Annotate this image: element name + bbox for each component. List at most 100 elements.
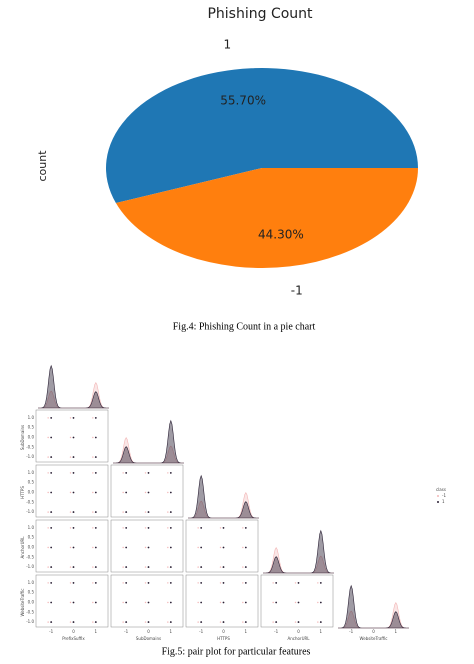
scatter-point <box>94 511 97 513</box>
scatter-point <box>169 511 172 513</box>
scatter-point <box>200 566 203 568</box>
scatter-point <box>169 527 172 529</box>
scatter-point <box>125 511 128 513</box>
scatter-point <box>294 621 297 623</box>
scatter-point <box>94 601 97 604</box>
scatter-point <box>47 527 49 529</box>
scatter-point <box>147 472 150 474</box>
scatter-point <box>167 566 169 568</box>
scatter-point <box>69 621 72 623</box>
x-tick-label: -1 <box>349 629 353 634</box>
scatter-point <box>125 491 128 494</box>
subplot-frame <box>35 574 109 628</box>
y-axis-label: SubDomains <box>20 425 25 450</box>
y-axis-label: AnchorURL <box>20 536 25 559</box>
scatter-point <box>244 621 247 623</box>
scatter-point <box>200 527 203 529</box>
scatter-point <box>69 511 72 513</box>
subplot-frame <box>35 409 109 463</box>
scatter-point <box>275 601 278 604</box>
scatter-point <box>167 582 169 584</box>
scatter-point <box>122 566 124 568</box>
scatter-point <box>122 582 124 584</box>
scatter-point <box>197 582 199 584</box>
x-tick-label: 0 <box>147 629 150 634</box>
scatter-point <box>147 601 150 604</box>
scatter-point <box>317 601 319 604</box>
legend-label: 1 <box>442 499 445 504</box>
scatter-point <box>72 621 75 623</box>
y-tick-label: -0.5 <box>26 554 34 559</box>
scatter-point <box>197 566 199 568</box>
x-tick-label: 0 <box>72 629 75 634</box>
x-tick-label: 1 <box>245 629 248 634</box>
scatter-point <box>169 621 172 623</box>
scatter-point <box>144 472 147 474</box>
scatter-point <box>197 527 199 529</box>
y-tick-label: 1.0 <box>28 470 35 475</box>
scatter-point <box>47 436 49 439</box>
scatter-point <box>169 472 172 474</box>
subplot-frame <box>185 574 259 628</box>
scatter-point <box>200 621 203 623</box>
scatter-point <box>72 527 75 529</box>
y-tick-label: 1.0 <box>28 580 35 585</box>
scatter-point <box>125 601 128 604</box>
scatter-point <box>47 511 49 513</box>
scatter-point <box>169 546 172 549</box>
scatter-point <box>72 456 75 458</box>
scatter-point <box>94 621 97 623</box>
y-tick-label: -1.0 <box>26 619 34 624</box>
scatter-point <box>69 436 72 439</box>
scatter-point <box>92 582 94 584</box>
scatter-point <box>94 472 97 474</box>
scatter-point <box>72 511 75 513</box>
scatter-point <box>69 582 72 584</box>
kde-curve <box>187 474 260 519</box>
scatter-point <box>319 582 322 584</box>
scatter-point <box>242 601 244 604</box>
scatter-point <box>50 582 53 584</box>
x-tick-label: 1 <box>170 629 173 634</box>
scatter-point <box>319 601 322 604</box>
scatter-point <box>167 546 169 549</box>
x-axis-label: WebsiteTraffic <box>360 636 388 641</box>
scatter-point <box>72 601 75 604</box>
wedge-label: 1 <box>223 37 231 51</box>
scatter-point <box>47 601 49 604</box>
scatter-point <box>125 582 128 584</box>
legend-label: -1 <box>442 493 446 498</box>
scatter-point <box>197 601 199 604</box>
scatter-point <box>297 582 300 584</box>
y-tick-label: -0.5 <box>26 499 34 504</box>
scatter-point <box>272 582 274 584</box>
scatter-point <box>272 621 274 623</box>
scatter-point <box>72 417 75 419</box>
scatter-point <box>147 511 150 513</box>
scatter-point <box>92 436 94 439</box>
scatter-point <box>167 621 169 623</box>
scatter-point <box>169 566 172 568</box>
pie-title: Phishing Count <box>207 6 313 22</box>
scatter-point <box>122 601 124 604</box>
subplot-frame <box>110 574 184 628</box>
x-axis-label: HTTPS <box>217 636 230 641</box>
x-tick-label: 1 <box>95 629 98 634</box>
scatter-point <box>94 491 97 494</box>
scatter-point <box>147 566 150 568</box>
scatter-point <box>275 582 278 584</box>
x-tick-label: 0 <box>222 629 225 634</box>
scatter-point <box>167 601 169 604</box>
scatter-point <box>47 566 49 568</box>
scatter-point <box>144 601 147 604</box>
scatter-point <box>169 582 172 584</box>
scatter-point <box>47 582 49 584</box>
scatter-point <box>92 456 94 458</box>
legend-swatch <box>437 501 439 503</box>
scatter-point <box>219 527 222 529</box>
y-tick-label: 0.5 <box>28 590 35 595</box>
scatter-point <box>144 491 147 494</box>
scatter-point <box>50 621 53 623</box>
pie-wedge <box>115 168 418 268</box>
